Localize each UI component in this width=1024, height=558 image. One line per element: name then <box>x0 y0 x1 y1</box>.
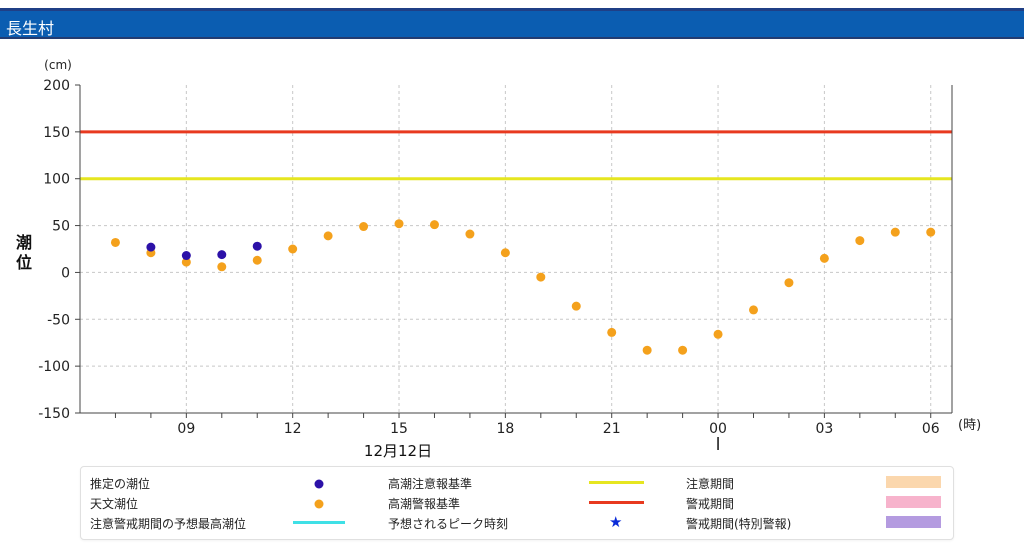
data-point <box>217 262 227 272</box>
legend-special-warning-period-label: 警戒期間(特別警報) <box>686 517 792 531</box>
y-tick-label: 100 <box>43 172 70 188</box>
legend-warning-level-label: 高潮警報基準 <box>388 497 461 511</box>
data-point <box>642 345 652 355</box>
y-axis-title-char: 位 <box>16 253 32 272</box>
data-points <box>110 219 936 355</box>
legend-warning-period-label: 警戒期間 <box>686 497 735 511</box>
y-axis-title: 潮位 <box>16 233 32 272</box>
y-tick-label: 0 <box>61 265 70 281</box>
axes <box>75 84 953 450</box>
star-icon: ★ <box>609 513 623 531</box>
data-point <box>571 301 581 311</box>
legend-caution-period-swatch <box>886 476 941 488</box>
data-point <box>288 244 298 254</box>
legend-estimated-dot <box>314 479 324 489</box>
legend-astronomical-dot <box>314 499 324 509</box>
data-point <box>465 229 475 239</box>
legend-peak-time-label: 予想されるピーク時刻 <box>388 517 509 531</box>
data-point <box>500 248 510 258</box>
tick-labels: 200 150 100 50 0 -50 -100 -150 09 12 15 18 21 00 03 06 <box>38 78 940 437</box>
legend-astronomical-label: 天文潮位 <box>90 497 139 511</box>
x-tick-label: 21 <box>603 421 621 437</box>
data-point <box>607 327 617 337</box>
tide-chart: (cm) (時) 12月12日 潮位 200 150 100 50 0 -50 -100 -1… <box>16 58 981 460</box>
x-unit-label: (時) <box>958 418 981 433</box>
x-tick-label: 18 <box>496 421 514 437</box>
x-tick-label: 09 <box>177 421 195 437</box>
data-point <box>536 272 546 282</box>
page-header: 長生村 <box>0 11 1024 39</box>
data-point <box>181 251 191 261</box>
x-tick-label: 00 <box>709 421 727 437</box>
header-top-line <box>0 8 1024 11</box>
data-point <box>146 242 156 252</box>
legend-special-warning-period-swatch <box>886 516 941 528</box>
legend-forecast-max-label: 注意警戒期間の予想最高潮位 <box>90 517 247 531</box>
y-axis-title-char: 潮 <box>16 233 32 252</box>
legend-estimated-marker <box>314 479 324 489</box>
legend-caution-period-label: 注意期間 <box>686 477 735 491</box>
grid <box>80 85 952 413</box>
data-point <box>394 219 404 229</box>
data-point <box>678 345 688 355</box>
y-tick-label: -150 <box>38 406 70 422</box>
data-point <box>429 220 439 230</box>
legend: 推定の潮位 天文潮位 注意警戒期間の予想最高潮位 高潮注意報基準 高潮警報基準 … <box>80 466 954 540</box>
data-point <box>181 257 191 267</box>
y-tick-label: -100 <box>38 359 70 375</box>
y-tick-label: 50 <box>52 219 70 235</box>
legend-astronomical-marker <box>314 499 324 509</box>
data-point <box>855 236 865 246</box>
x-tick-label: 15 <box>390 421 408 437</box>
data-point <box>926 227 936 237</box>
data-point <box>819 253 829 263</box>
x-tick-label: 03 <box>815 421 833 437</box>
legend-caution-level-line <box>589 481 644 484</box>
legend-caution-level-label: 高潮注意報基準 <box>388 477 473 491</box>
legend-warning-period-swatch <box>886 496 941 508</box>
data-point <box>323 231 333 241</box>
legend-forecast-max-line <box>293 521 345 524</box>
x-tick-label: 12 <box>284 421 302 437</box>
data-point <box>890 227 900 237</box>
data-point <box>713 329 723 339</box>
data-point <box>252 255 262 265</box>
y-tick-label: -50 <box>47 312 70 328</box>
y-tick-label: 150 <box>43 125 70 141</box>
data-point <box>784 278 794 288</box>
date-label: 12月12日 <box>364 442 432 460</box>
data-point <box>252 241 262 251</box>
data-point <box>217 250 227 260</box>
data-point <box>110 237 120 247</box>
x-tick-label: 06 <box>922 421 940 437</box>
y-unit-label: (cm) <box>44 58 72 72</box>
y-tick-label: 200 <box>43 78 70 94</box>
data-point <box>748 305 758 315</box>
legend-estimated-label: 推定の潮位 <box>90 477 151 491</box>
legend-warning-level-line <box>589 501 644 504</box>
data-point <box>359 222 369 232</box>
location-title: 長生村 <box>6 19 55 38</box>
reference-lines <box>80 130 952 181</box>
